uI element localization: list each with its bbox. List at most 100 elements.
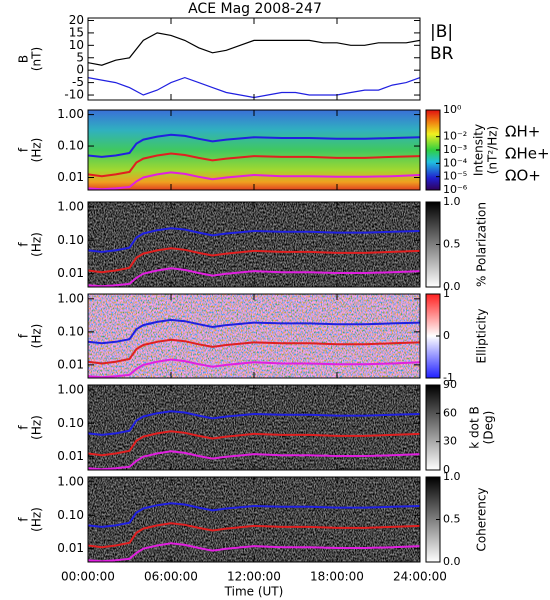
y-tick-label: -5: [72, 75, 84, 89]
colorbar-tick-label: 0.0: [443, 280, 461, 293]
y-axis-label: f: [17, 517, 31, 522]
y-tick-label: 0.01: [57, 357, 84, 371]
y-tick-label: 0.01: [57, 449, 84, 463]
y-tick-label: 0.10: [57, 416, 84, 430]
colorbar-tick-label: 10⁻⁶: [443, 183, 468, 196]
y-tick-label: -10: [64, 88, 84, 102]
colorbar-tick-label: 10⁻⁵: [443, 170, 467, 183]
spectrogram-texture: [88, 385, 420, 470]
colorbar-label: Ellipticity: [475, 309, 489, 364]
y-tick-label: 0.01: [57, 170, 84, 184]
y-tick-label: 20: [69, 13, 84, 27]
colorbar-label: Coherency: [475, 487, 489, 551]
cyclotron-line: [88, 267, 420, 287]
colorbar-tick-label: 10⁰: [443, 103, 462, 116]
panel: 0.0 0.5 1.0 Coherency 0.01 0.10 1.00 00:00:00 06…: [17, 470, 489, 599]
y-tick-label: 1.00: [57, 199, 84, 213]
colorbar-tick-label: 0: [443, 463, 450, 476]
panel: -1 0 1 Ellipticity 0.01 0.10 1.00 f (Hz): [17, 287, 489, 384]
legend-label: BR: [430, 44, 454, 64]
x-tick-label: 12:00:00: [227, 570, 281, 584]
panel: 0.0 0.5 1.0 % Polarization 0.01 0.10 1.00 f (Hz): [17, 195, 489, 293]
chart-title: ACE Mag 2008-247: [188, 1, 322, 17]
cyclotron-line: [88, 152, 420, 178]
panel: 0 30 60 90 k dot B (Deg) 0.01 0.10 1.00 f (Hz): [17, 378, 496, 476]
y-axis-label: f: [17, 242, 31, 247]
cyclotron-line: [88, 502, 420, 528]
y-axis-label: (Hz): [30, 232, 44, 257]
cyclotron-line: [88, 247, 420, 274]
colorbar-tick-label: -1: [443, 371, 454, 384]
y-tick-label: 0: [76, 63, 84, 77]
cyclotron-line: [88, 227, 420, 253]
spectrogram-texture: [88, 202, 420, 287]
y-axis-label: f: [17, 333, 31, 338]
colorbar: [425, 384, 441, 471]
y-tick-label: 0.10: [57, 139, 84, 153]
colorbar-label: % Polarization: [475, 202, 489, 287]
colorbar-label: (nT²/Hz): [486, 126, 500, 174]
colorbar-tick-label: 30: [443, 435, 457, 448]
panel: 10⁰ 10⁻²10⁻³10⁻⁴10⁻⁵10⁻⁶ Intensity (nT²/Hz)…: [17, 103, 550, 196]
cyclotron-line: [88, 171, 420, 190]
y-tick-label: 1.00: [57, 107, 84, 121]
colorbar-tick-label: 0.5: [443, 238, 461, 251]
x-tick-label: 24:00:00: [393, 570, 447, 584]
cyclotron-line: [88, 133, 420, 158]
cyclotron-line: [88, 358, 420, 378]
y-axis-label: (nT): [30, 47, 44, 71]
x-tick-label: 06:00:00: [144, 570, 198, 584]
y-tick-label: 1.00: [57, 382, 84, 396]
colorbar-label: k dot B: [468, 406, 482, 448]
colorbar-tick-label: 0.0: [443, 555, 461, 568]
colorbar-tick-label: 60: [443, 406, 457, 419]
y-tick-label: 0.10: [57, 508, 84, 522]
colorbar-tick-label: 1.0: [443, 470, 461, 483]
colorbar-label: (Deg): [482, 411, 496, 445]
spectrogram-texture: [88, 294, 420, 378]
cyclotron-line: [88, 410, 420, 436]
colorbar-tick-label: 10⁻²: [443, 130, 467, 143]
colorbar-tick-label: 1: [443, 287, 450, 300]
y-tick-label: 0.01: [57, 541, 84, 555]
y-tick-label: 0.10: [57, 233, 84, 247]
colorbar-label: Intensity: [472, 124, 486, 176]
cyclotron-line: [88, 338, 420, 365]
y-tick-label: 10: [69, 38, 84, 52]
colorbar-tick-label: 1.0: [443, 195, 461, 208]
y-tick-label: 1.00: [57, 291, 84, 305]
cyclotron-line: [88, 542, 420, 562]
colorbar-tick-label: 10⁻⁴: [443, 156, 468, 169]
legend-label: |B|: [430, 22, 453, 42]
y-tick-label: 5: [76, 50, 84, 64]
x-axis-label: Time (UT): [224, 585, 284, 599]
y-axis-label: (Hz): [30, 138, 44, 163]
legend-label: ΩH+: [505, 123, 540, 141]
y-tick-label: 1.00: [57, 474, 84, 488]
y-axis-label: f: [17, 425, 31, 430]
cyclotron-line: [88, 318, 420, 345]
spectrogram-texture: [88, 477, 420, 562]
y-tick-label: 0.10: [57, 324, 84, 338]
x-tick-label: 18:00:00: [310, 570, 364, 584]
y-axis-label: f: [17, 147, 31, 152]
spectrogram-image: [88, 110, 420, 190]
cyclotron-line: [88, 450, 420, 470]
legend-label: ΩO+: [505, 167, 541, 185]
cyclotron-line: [88, 522, 420, 549]
cyclotron-line: [88, 430, 420, 457]
y-axis-label: B: [17, 55, 31, 63]
colorbar-tick-label: 0: [443, 329, 450, 342]
y-tick-label: 15: [69, 25, 84, 39]
y-tick-label: 0.01: [57, 266, 84, 280]
legend-label: ΩHe+: [505, 145, 550, 163]
colorbar-tick-label: 10⁻³: [443, 143, 467, 156]
plot-frame: [87, 17, 421, 101]
colorbar-tick-label: 0.5: [443, 513, 461, 526]
y-axis-label: (Hz): [30, 324, 44, 349]
y-axis-label: (Hz): [30, 507, 44, 532]
line: [88, 32, 420, 66]
x-tick-label: 00:00:00: [61, 570, 115, 584]
